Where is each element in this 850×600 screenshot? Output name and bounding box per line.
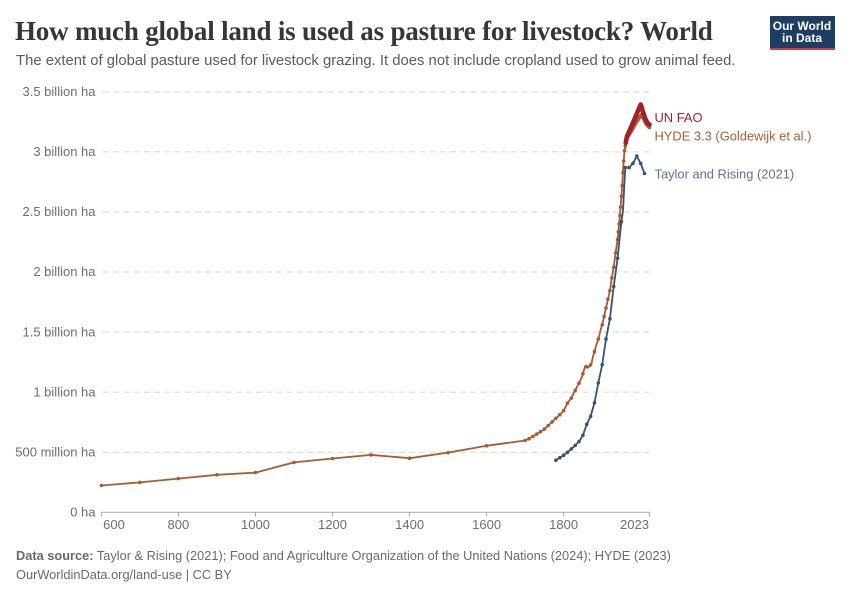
svg-text:1 billion ha: 1 billion ha: [33, 384, 96, 399]
svg-text:500 million ha: 500 million ha: [15, 444, 96, 459]
svg-text:3 billion ha: 3 billion ha: [33, 144, 96, 159]
svg-text:UN FAO: UN FAO: [655, 110, 703, 125]
svg-text:3.5 billion ha: 3.5 billion ha: [23, 84, 97, 99]
svg-text:1.5 billion ha: 1.5 billion ha: [23, 324, 97, 339]
svg-text:600: 600: [103, 517, 125, 532]
svg-text:1200: 1200: [318, 517, 347, 532]
svg-text:1800: 1800: [549, 517, 578, 532]
svg-text:2023: 2023: [620, 517, 649, 532]
svg-text:1600: 1600: [472, 517, 501, 532]
svg-text:1000: 1000: [241, 517, 270, 532]
svg-text:0 ha: 0 ha: [70, 504, 96, 519]
svg-text:HYDE 3.3 (Goldewijk et al.): HYDE 3.3 (Goldewijk et al.): [655, 129, 812, 144]
svg-text:2.5 billion ha: 2.5 billion ha: [23, 204, 97, 219]
svg-text:1400: 1400: [395, 517, 424, 532]
svg-text:800: 800: [168, 517, 190, 532]
svg-text:2 billion ha: 2 billion ha: [33, 264, 96, 279]
svg-text:Taylor and Rising (2021): Taylor and Rising (2021): [655, 167, 795, 182]
